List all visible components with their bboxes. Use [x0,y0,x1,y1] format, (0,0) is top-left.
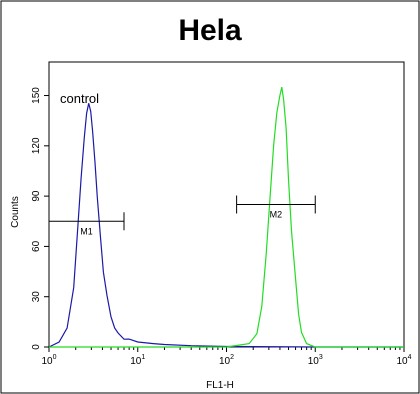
histogram-series-1 [48,103,404,348]
y-tick-label: 120 [31,137,42,154]
control-annotation: control [60,91,99,106]
y-tick-label: 150 [31,87,42,104]
y-axis-label: Counts [10,196,21,228]
y-tick-label: 90 [31,190,42,202]
x-tick-label: 103 [308,354,323,367]
chart-title: Hela [178,14,242,47]
marker-label: M2 [270,210,283,220]
x-axis-label: FL1-H [206,380,234,391]
y-tick-label: 60 [31,240,42,252]
x-tick-label: 101 [130,354,145,367]
y-tick-label: 0 [31,344,42,350]
x-tick-label: 100 [41,354,56,367]
x-tick-label: 102 [219,354,234,367]
y-tick-label: 30 [31,291,42,303]
x-tick-label: 104 [396,354,411,367]
marker-label: M1 [80,226,93,236]
y-axis-ticks: 0 30 60 90 120 150 [31,87,49,350]
series-layer [48,86,404,348]
histogram-series-2 [49,86,404,348]
marker-layer: M1 M2 [48,195,316,236]
